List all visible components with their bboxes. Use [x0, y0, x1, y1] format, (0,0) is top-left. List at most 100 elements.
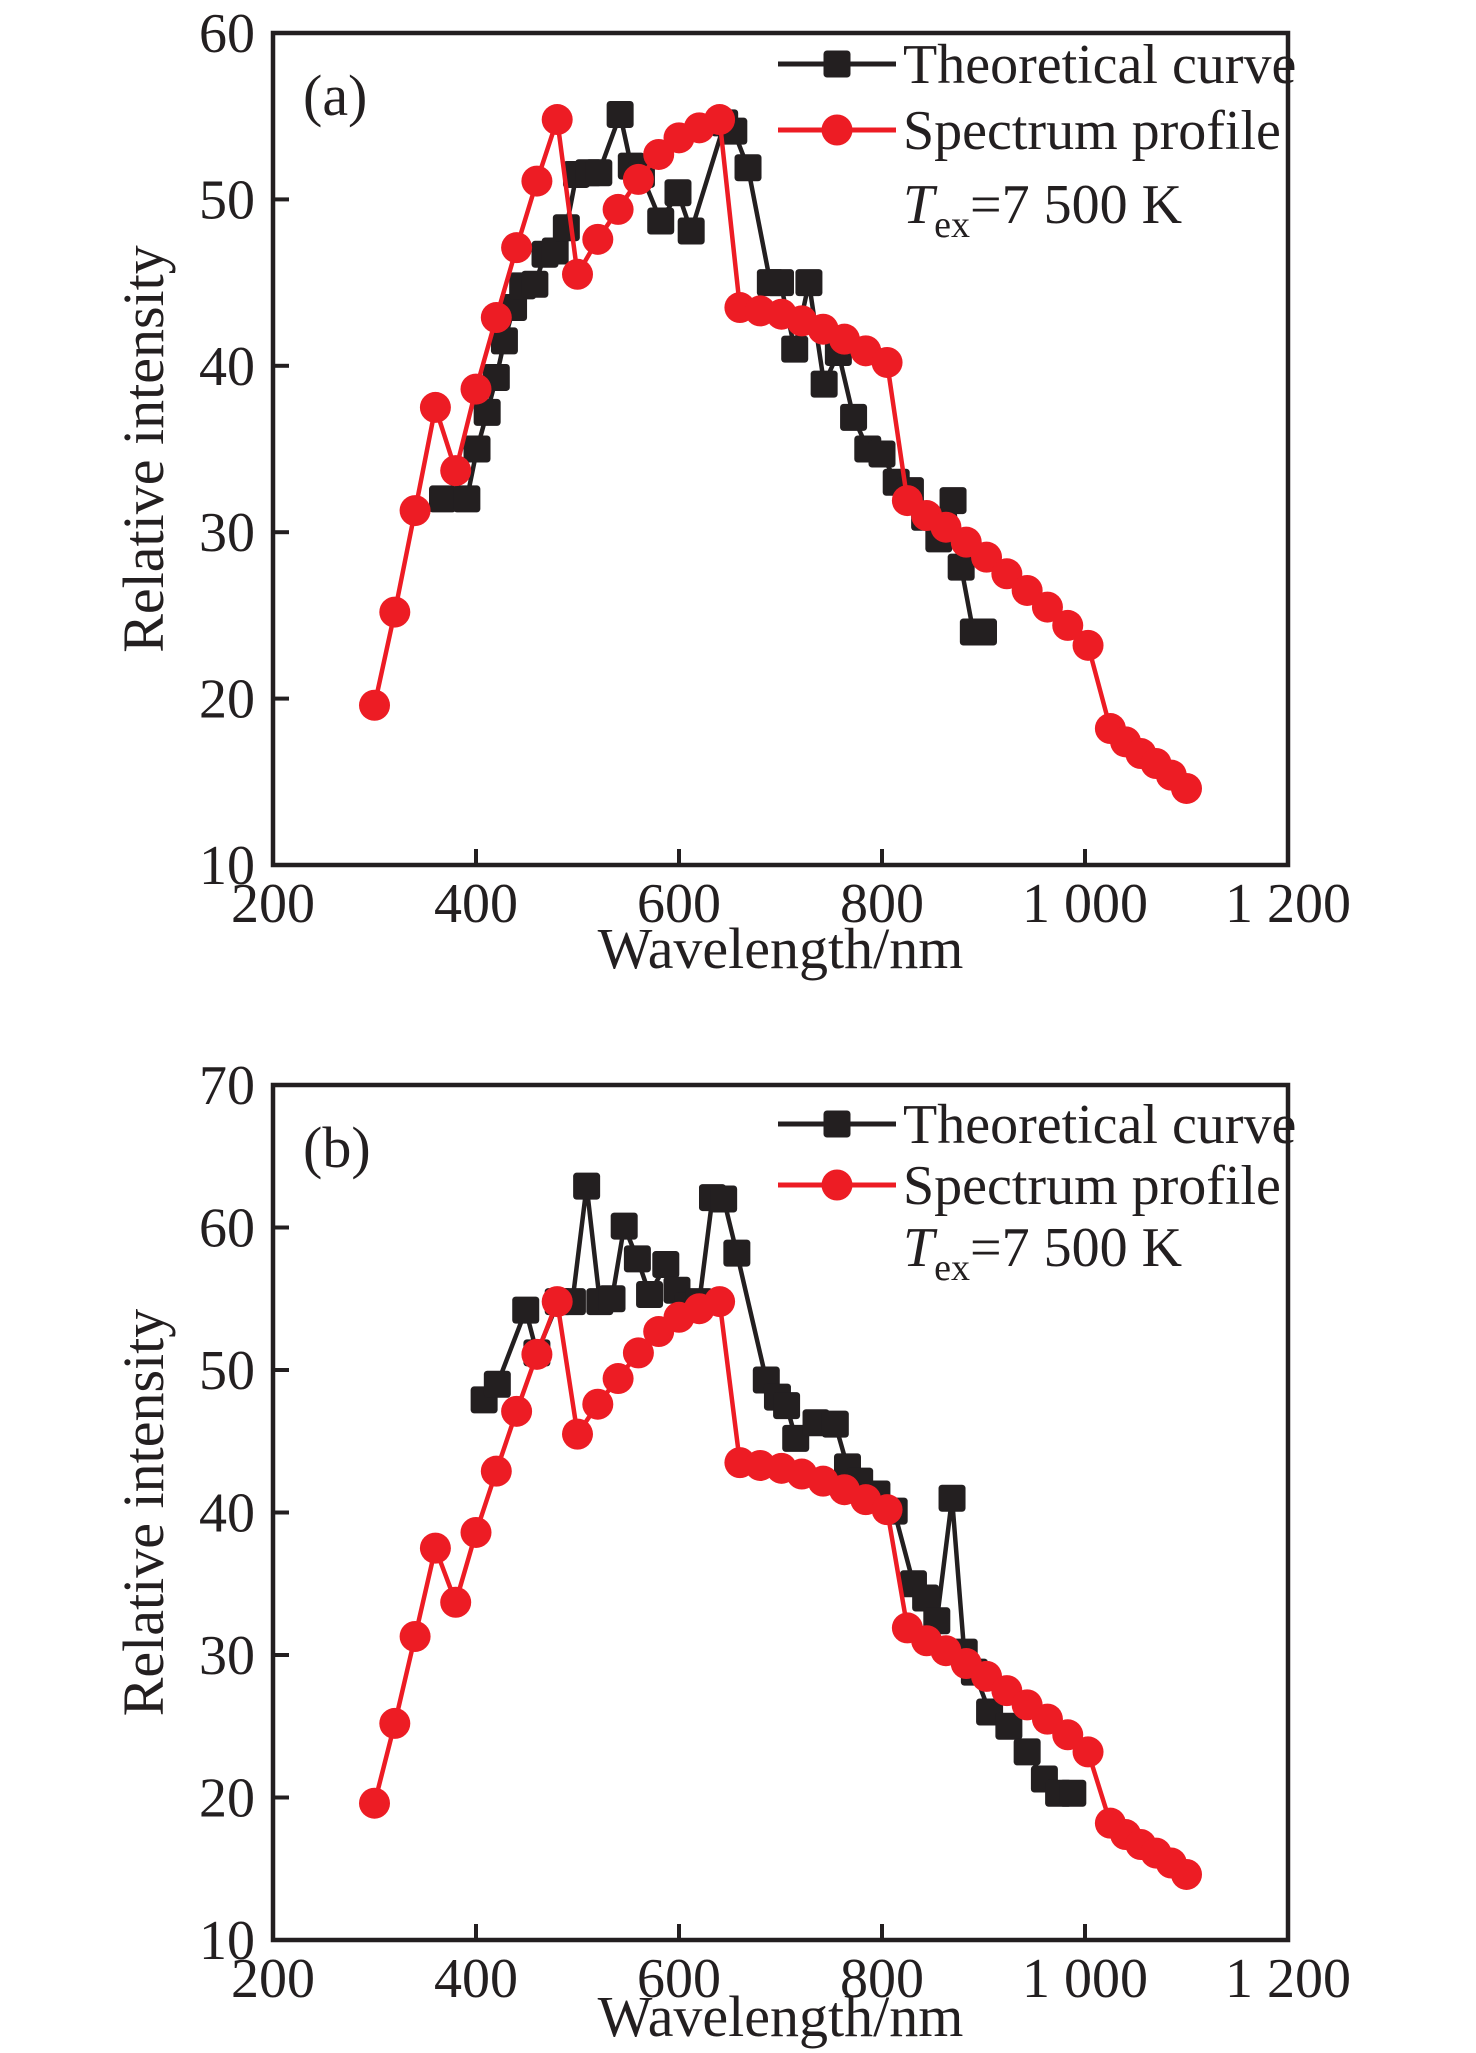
legend-marker-circle-a: [821, 114, 853, 146]
x-tick-label-b: 1 000: [1022, 1948, 1148, 2010]
y-tick-label-a: 20: [199, 669, 255, 731]
x-tick-label-a: 1 000: [1022, 873, 1148, 935]
panel-label-a: (a): [303, 63, 367, 128]
x-tick-label-a: 200: [231, 873, 315, 935]
marker-circle-b: [871, 1494, 903, 1526]
marker-circle-b: [622, 1337, 654, 1369]
marker-circle-a: [359, 689, 390, 721]
y-tick-label-a: 40: [199, 336, 255, 398]
marker-square-a: [585, 159, 613, 187]
marker-square-b: [598, 1285, 626, 1313]
x-tick-label-a: 400: [434, 873, 518, 935]
y-tick-label-a: 60: [199, 3, 255, 65]
x-axis-title-a: Wavelength/nm: [598, 916, 964, 981]
marker-circle-b: [440, 1586, 472, 1618]
annotation-tex-a: Tex=7 500 K: [903, 174, 1182, 246]
marker-circle-b: [582, 1388, 614, 1420]
marker-circle-a: [501, 232, 533, 264]
marker-square-b: [912, 1584, 940, 1612]
marker-square-b: [652, 1251, 680, 1279]
legend-label-b: Theoretical curve: [903, 1094, 1296, 1156]
marker-circle-a: [1072, 629, 1104, 661]
marker-circle-a: [419, 391, 451, 423]
x-tick-label-a: 600: [637, 873, 721, 935]
marker-square-a: [552, 214, 580, 242]
marker-circle-b: [562, 1418, 593, 1450]
marker-circle-a: [440, 455, 472, 487]
marker-square-a: [521, 270, 549, 298]
marker-circle-a: [480, 302, 512, 334]
marker-circle-b: [1171, 1858, 1202, 1890]
marker-square-a: [767, 269, 794, 297]
marker-square-a: [947, 553, 975, 581]
marker-circle-b: [399, 1620, 431, 1652]
marker-square-b: [1013, 1738, 1041, 1766]
marker-circle-a: [460, 373, 492, 405]
marker-square-b: [623, 1245, 651, 1273]
x-tick-label-b: 1 200: [1225, 1948, 1351, 2010]
x-tick-label-a: 800: [840, 873, 924, 935]
marker-circle-b: [419, 1532, 451, 1564]
marker-circle-a: [704, 104, 736, 136]
annotation-tex-b: Tex=7 500 K: [903, 1217, 1182, 1289]
marker-square-b: [512, 1296, 540, 1324]
marker-circle-b: [460, 1516, 492, 1548]
marker-square-a: [677, 217, 705, 245]
marker-circle-b: [1072, 1736, 1104, 1768]
marker-square-a: [541, 237, 569, 265]
x-tick-label-b: 400: [434, 1948, 518, 2010]
plot-box-a: [270, 30, 1291, 868]
y-tick-label-a: 30: [199, 502, 255, 564]
marker-circle-a: [379, 596, 411, 628]
marker-circle-a: [562, 258, 593, 290]
marker-square-a: [647, 207, 675, 235]
marker-circle-a: [541, 104, 573, 136]
marker-square-a: [429, 485, 457, 513]
marker-circle-b: [704, 1286, 736, 1318]
x-axis-title-b: Wavelength/nm: [598, 1984, 964, 2049]
marker-square-b: [995, 1712, 1023, 1740]
marker-square-a: [490, 327, 518, 355]
marker-circle-a: [622, 163, 654, 195]
legend-label-a: Spectrum profile: [903, 100, 1281, 162]
y-tick-label-b: 30: [199, 1625, 255, 1687]
x-tick-label-a: 1 200: [1225, 873, 1351, 935]
marker-circle-a: [1052, 609, 1084, 641]
y-tick-label-b: 70: [199, 1055, 255, 1117]
marker-square-a: [939, 487, 967, 515]
marker-circle-b: [359, 1787, 390, 1819]
y-tick-label-b: 50: [199, 1340, 255, 1402]
marker-circle-a: [602, 193, 634, 225]
marker-square-b: [1059, 1779, 1087, 1807]
marker-circle-a: [1171, 772, 1202, 804]
marker-circle-b: [1052, 1719, 1084, 1751]
panel-label-b: (b): [303, 1115, 371, 1180]
x-tick-label-b: 800: [840, 1948, 924, 2010]
y-tick-label-a: 50: [199, 169, 255, 231]
marker-square-b: [610, 1212, 638, 1240]
marker-circle-a: [1031, 591, 1063, 623]
marker-square-b: [938, 1484, 966, 1512]
marker-square-b: [773, 1392, 801, 1420]
y-axis-title-b: Relative intensity: [111, 1309, 176, 1717]
marker-square-a: [868, 440, 896, 468]
y-tick-label-a: 10: [199, 835, 255, 897]
marker-square-a: [734, 154, 762, 182]
marker-square-b: [782, 1424, 810, 1452]
marker-circle-a: [871, 346, 903, 378]
legend-label-b: Spectrum profile: [903, 1155, 1281, 1217]
marker-square-b: [723, 1239, 751, 1267]
marker-circle-b: [541, 1286, 573, 1318]
marker-square-a: [840, 403, 868, 431]
marker-square-a: [664, 179, 692, 207]
marker-square-b: [821, 1410, 849, 1438]
marker-square-a: [606, 101, 634, 129]
marker-square-a: [463, 435, 491, 463]
x-tick-label-b: 600: [637, 1948, 721, 2010]
legend-marker-circle-b: [821, 1169, 853, 1201]
marker-circle-a: [399, 495, 431, 527]
marker-square-b: [636, 1280, 664, 1308]
marker-circle-b: [480, 1455, 512, 1487]
